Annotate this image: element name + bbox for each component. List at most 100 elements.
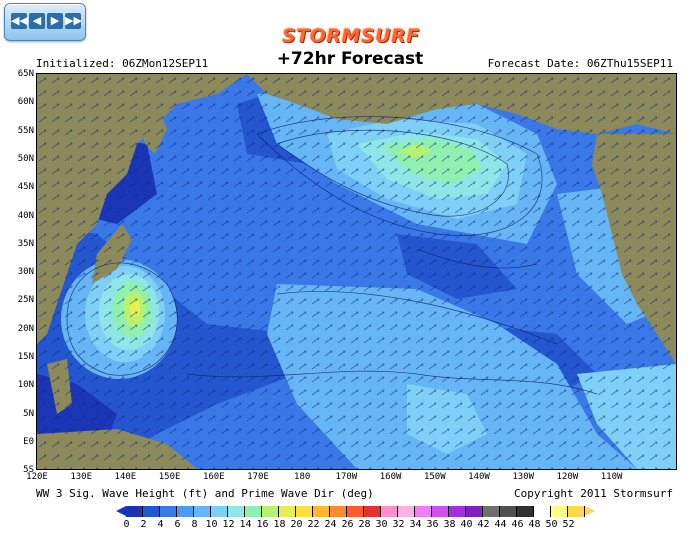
initialized-label: Initialized: 06ZMon12SEP11 [36, 57, 209, 70]
lon-label: 120W [556, 472, 579, 482]
legend-tick-label: 26 [341, 519, 354, 530]
legend-tick-label: 42 [477, 519, 490, 530]
legend-swatch [143, 506, 160, 517]
lon-label: 160W [379, 472, 402, 482]
forecast-title: +72hr Forecast [276, 49, 424, 69]
contour-lines [66, 116, 598, 395]
lat-label: 55N [17, 125, 34, 136]
lat-label: 60N [17, 97, 34, 108]
legend-swatch [449, 506, 466, 517]
lat-label: 30N [17, 267, 34, 278]
legend-swatch [534, 506, 551, 517]
lat-label: E0 [23, 436, 34, 447]
legend-cap-left [116, 506, 126, 516]
legend-color-scale [116, 506, 595, 517]
legend-swatch [551, 506, 568, 517]
legend-swatch [330, 506, 347, 517]
lon-label: 140W [468, 472, 490, 482]
legend-swatch [194, 506, 211, 517]
lon-label: 180 [294, 472, 311, 482]
lat-label: 40N [17, 210, 34, 221]
legend-swatch [568, 506, 585, 517]
wave-height-map [36, 73, 677, 470]
legend-tick-label: 0 [123, 519, 130, 530]
legend-swatch [483, 506, 500, 517]
lon-label: 150E [158, 472, 181, 482]
lon-label: 140E [114, 472, 137, 482]
legend-tick-label: 22 [307, 519, 320, 530]
copyright-label: Copyright 2011 Stormsurf [514, 487, 673, 500]
lat-label: 5N [23, 408, 34, 419]
lon-label: 170W [335, 472, 358, 482]
legend-tick-label: 40 [460, 519, 473, 530]
lat-label: 50N [17, 153, 34, 164]
legend-tick-label: 34 [409, 519, 422, 530]
lat-label: 35N [17, 238, 34, 249]
legend-swatch [517, 506, 534, 517]
lat-label: 20N [17, 323, 34, 334]
prev-frame-button[interactable]: ◀ [29, 13, 45, 29]
legend-tick-label: 36 [426, 519, 439, 530]
legend-tick-label: 8 [191, 519, 198, 530]
legend-swatch [398, 506, 415, 517]
legend-tick-label: 50 [545, 519, 558, 530]
legend-swatch [296, 506, 313, 517]
legend-swatch [381, 506, 398, 517]
legend-swatch [364, 506, 381, 517]
legend-swatch [160, 506, 177, 517]
lon-label: 160E [202, 472, 225, 482]
legend-swatch [262, 506, 279, 517]
legend-swatch [415, 506, 432, 517]
lon-label: 130W [512, 472, 535, 482]
lat-label: 45N [17, 182, 34, 193]
lat-label: 10N [17, 380, 34, 391]
legend-swatch [126, 506, 143, 517]
lon-label: 130E [70, 472, 93, 482]
legend-tick-label: 4 [157, 519, 164, 530]
legend-tick-label: 12 [222, 519, 235, 530]
lat-label: 25N [17, 295, 34, 306]
legend-tick-label: 2 [140, 519, 147, 530]
legend-tick-label: 30 [375, 519, 388, 530]
lon-label: 110W [600, 472, 623, 482]
legend-tick-label: 6 [174, 519, 181, 530]
legend-tick-label: 16 [256, 519, 269, 530]
legend-swatch [432, 506, 449, 517]
legend-swatch [466, 506, 483, 517]
legend-swatch [245, 506, 262, 517]
lon-label: 120E [26, 472, 48, 482]
legend-swatch [211, 506, 228, 517]
legend-tick-label: 44 [494, 519, 507, 530]
legend-swatch [313, 506, 330, 517]
first-frame-button[interactable]: ◀◀ [11, 13, 28, 29]
legend-cap-right [585, 506, 595, 516]
legend-tick-label: 18 [273, 519, 286, 530]
forecast-date-label: Forecast Date: 06ZThu15SEP11 [487, 57, 673, 70]
map-canvas [37, 74, 676, 469]
legend-tick-label: 32 [392, 519, 405, 530]
legend-tick-label: 48 [528, 519, 541, 530]
legend-tick-label: 24 [324, 519, 337, 530]
lon-label: 150W [423, 472, 446, 482]
lat-label: 5S [23, 465, 34, 476]
lat-label: 65N [17, 69, 34, 79]
legend-swatch [177, 506, 194, 517]
legend-tick-label: 14 [239, 519, 252, 530]
chart-caption: WW 3 Sig. Wave Height (ft) and Prime Wav… [36, 487, 374, 500]
legend-swatch [279, 506, 296, 517]
lon-label: 170E [247, 472, 269, 482]
legend-tick-label: 28 [358, 519, 371, 530]
legend-swatch [228, 506, 245, 517]
next-frame-button[interactable]: ▶ [47, 13, 63, 29]
wave-direction-arrows [37, 74, 676, 469]
lat-label: 15N [17, 352, 34, 362]
animation-nav-control: ◀◀ ◀ ▶ ▶▶ [4, 3, 86, 41]
legend-swatch [347, 506, 364, 517]
legend-tick-label: 52 [562, 519, 575, 530]
legend-tick-label: 10 [205, 519, 218, 530]
legend-tick-label: 46 [511, 519, 524, 530]
stormsurf-logo: STORMSURF [282, 25, 420, 47]
legend-swatch [500, 506, 517, 517]
legend-tick-label: 20 [290, 519, 303, 530]
last-frame-button[interactable]: ▶▶ [65, 13, 82, 29]
